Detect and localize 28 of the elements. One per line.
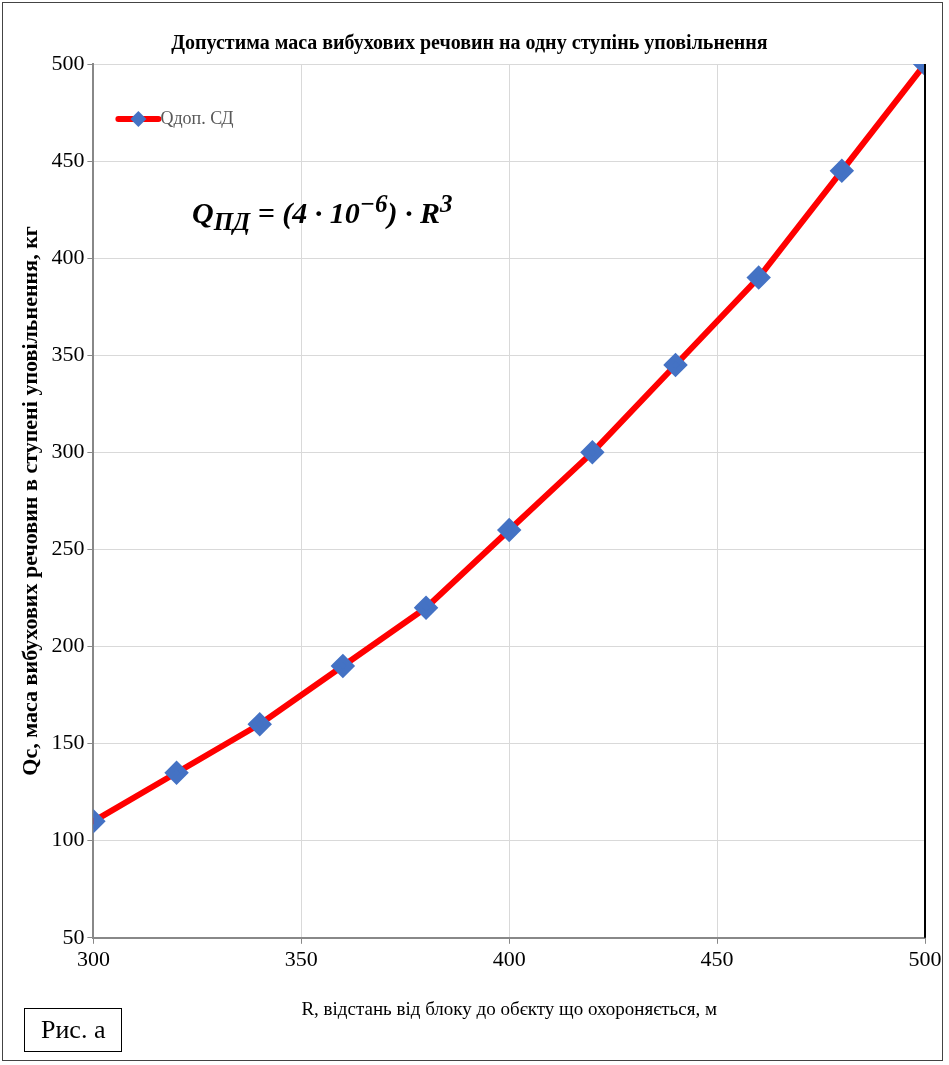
annotation: Q$_{ПД}$ = (4 · 10$^{−6}$) · R$^{3}$: [192, 190, 453, 236]
point: [747, 266, 770, 289]
x-tick-label: 500: [908, 945, 942, 971]
point: [664, 353, 687, 376]
point: [581, 441, 604, 464]
y-tick-label: 500: [51, 49, 85, 75]
point: [498, 519, 521, 542]
point: [830, 159, 853, 182]
x-tick-label: 350: [284, 945, 318, 971]
y-tick-label: 150: [51, 729, 85, 755]
point: [415, 596, 438, 619]
point: [165, 761, 188, 784]
y-tick-label: 400: [51, 243, 85, 269]
point: [331, 654, 354, 677]
y-tick-label: 350: [51, 341, 85, 367]
y-axis-title: Qc, маса вибухових речовин в ступені уповільнення, кг: [16, 226, 42, 776]
x-tick-label: 400: [492, 945, 526, 971]
chart-title: Допустима маса вибухових речовин на одну ступінь уповільнення: [171, 31, 768, 55]
y-tick-label: 450: [51, 146, 85, 172]
y-tick-label: 100: [51, 826, 85, 852]
x-axis-title: R, відстань від блоку до обєкту що охороняється, м: [301, 997, 717, 1019]
legend-label: Qдоп. СД: [160, 107, 234, 128]
x-tick-label: 450: [700, 945, 734, 971]
text: Рис. а: [24, 1008, 123, 1052]
y-tick-label: 250: [51, 535, 85, 561]
y-tick-label: 300: [51, 438, 85, 464]
y-tick-label: 200: [51, 632, 85, 658]
point: [248, 713, 271, 736]
